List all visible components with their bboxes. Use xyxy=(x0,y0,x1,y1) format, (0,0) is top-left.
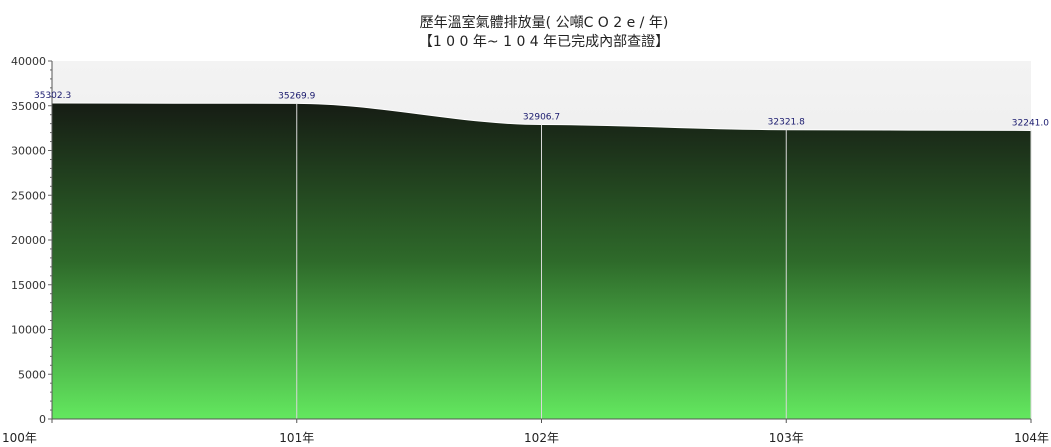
y-tick-label: 5000 xyxy=(18,368,46,381)
x-tick-label: 104年 xyxy=(1014,431,1049,445)
x-tick-label: 100年 xyxy=(2,431,37,445)
data-label: 32321.8 xyxy=(768,118,805,128)
y-tick-label: 20000 xyxy=(11,234,46,247)
data-label: 32241.0 xyxy=(1012,118,1049,128)
x-tick-label: 103年 xyxy=(769,431,804,445)
y-tick-label: 30000 xyxy=(11,145,46,158)
data-label: 35269.9 xyxy=(278,91,315,101)
x-tick-label: 101年 xyxy=(279,431,314,445)
x-tick-label: 102年 xyxy=(524,431,559,445)
y-tick-label: 0 xyxy=(39,413,46,426)
chart-title: 歷年溫室氣體排放量( 公噸C O 2 e / 年) xyxy=(420,14,669,31)
y-tick-label: 25000 xyxy=(11,189,46,202)
data-label: 35302.3 xyxy=(34,91,71,101)
y-tick-label: 35000 xyxy=(11,100,46,113)
y-tick-label: 15000 xyxy=(11,279,46,292)
chart-subtitle: 【1 0 0 年~ 1 0 4 年已完成內部查證】 xyxy=(419,33,669,50)
plot-area: 0 5000 10000 15000 20000 25000 30000 35000 40000… xyxy=(2,55,1049,445)
y-tick-label: 40000 xyxy=(11,55,46,68)
data-label: 32906.7 xyxy=(523,112,560,122)
y-tick-label: 10000 xyxy=(11,324,46,337)
series-line xyxy=(51,102,1032,131)
